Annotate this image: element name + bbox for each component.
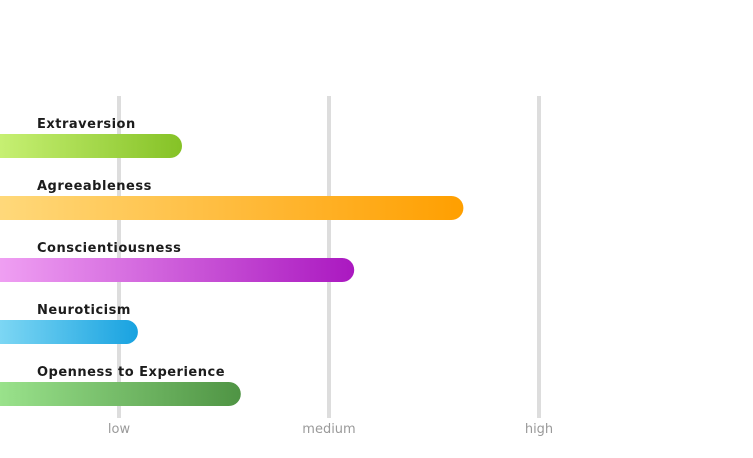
bar-openness-to-experience (0, 382, 241, 406)
label-layer: Extraversion Agreeableness Conscientiousne… (37, 117, 225, 380)
bar-neuroticism (0, 320, 138, 344)
bar-agreeableness (0, 196, 464, 220)
bar-label-extraversion: Extraversion (37, 117, 136, 132)
tick-layer: low medium high (108, 422, 553, 437)
tick-label-low: low (108, 422, 131, 437)
bar-conscientiousness (0, 258, 355, 282)
tick-label-high: high (525, 422, 553, 437)
tick-label-medium: medium (302, 422, 355, 437)
bar-label-conscientiousness: Conscientiousness (37, 241, 181, 256)
bar-label-agreeableness: Agreeableness (37, 179, 152, 194)
bar-extraversion (0, 134, 182, 158)
bar-layer (0, 134, 464, 406)
bar-label-openness-to-experience: Openness to Experience (37, 365, 225, 380)
bar-label-neuroticism: Neuroticism (37, 303, 131, 318)
